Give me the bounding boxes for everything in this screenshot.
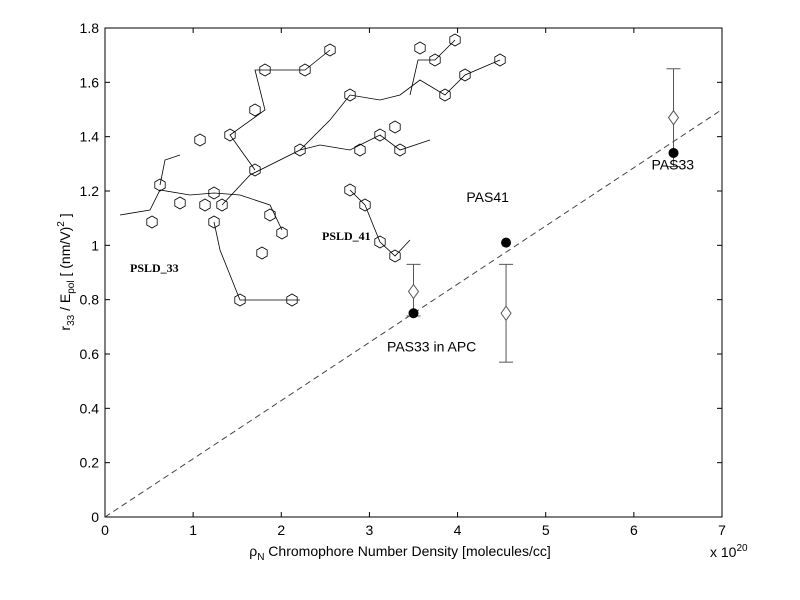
x-tick-label: 1 [189,522,197,538]
benzene-ring [414,41,426,55]
bond-chain [221,59,501,206]
x-axis-multiplier: x 1020 [710,543,748,560]
x-tick-label: 2 [277,522,285,538]
y-tick-label: 1.6 [80,74,100,90]
filled-point [408,308,419,319]
benzene-ring [174,196,186,210]
bond-chain [119,189,283,231]
benzene-ring [199,198,211,212]
benzene-ring [359,198,371,212]
bond-chain [229,49,331,171]
bond-chain [213,221,300,301]
benzene-ring [256,246,268,260]
y-tick-label: 0.8 [80,292,100,308]
bond-chain [349,189,411,257]
y-tick-label: 0.4 [80,400,100,416]
y-tick-label: 1.2 [80,183,100,199]
y-tick-label: 1.4 [80,129,100,145]
benzene-ring [208,215,220,229]
benzene-ring [299,63,311,77]
molecule-label-psld-33: PSLD_33 [130,261,179,275]
benzene-ring [459,68,471,82]
benzene-ring [216,198,228,212]
point-annotation: PAS33 in APC [387,338,476,354]
benzene-ring [249,103,261,117]
y-tick-label: 0.6 [80,346,100,362]
y-tick-label: 0 [91,509,99,525]
benzene-ring [259,63,271,77]
benzene-ring [224,128,236,142]
benzene-ring [154,178,166,192]
x-tick-label: 3 [366,522,374,538]
benzene-ring [389,249,401,263]
benzene-ring [276,226,288,240]
point-annotation: PAS41 [466,189,509,205]
benzene-ring [249,163,261,177]
benzene-ring [324,43,336,57]
x-tick-label: 7 [718,522,726,538]
molecule-label-psld-41: PSLD_41 [322,229,371,243]
bond-chain [299,134,431,151]
y-tick-label: 1.8 [80,20,100,36]
benzene-ring [286,293,298,307]
benzene-ring [146,215,158,229]
x-tick-label: 0 [101,522,109,538]
x-axis-label: ρN Chromophore Number Density [molecules… [249,543,551,563]
bond-chain [159,154,181,186]
benzene-ring [234,293,246,307]
plot-frame [104,27,723,518]
benzene-ring [264,208,276,222]
diamond-point [407,283,420,300]
benzene-ring [394,143,406,157]
chemical-structure-inset [119,33,506,307]
filled-point [668,147,679,158]
x-tick-label: 5 [542,522,550,538]
axis-ticks: 0 1 2 3 4 5 6 7 0 0.2 0.4 0.6 0.8 1 1.2 1.4 1.6 1.8 [80,20,727,538]
benzene-ring [208,186,220,200]
x-tick-label: 4 [454,522,462,538]
benzene-ring [449,33,461,47]
benzene-ring [344,88,356,102]
data-marks: PAS33 in APC PAS41 PAS33 [104,68,723,518]
benzene-ring [294,143,306,157]
bond-chain [409,39,456,96]
benzene-ring [429,53,441,67]
benzene-ring [374,235,386,249]
y-tick-label: 0.2 [80,455,100,471]
point-annotation: PAS33 [651,156,694,172]
y-axis-label: r33 / Epol [ (nm/V)2 ] [56,213,77,330]
x-tick-label: 6 [630,522,638,538]
y-tick-label: 1 [91,237,99,253]
benzene-ring [374,128,386,142]
fit-line [104,109,723,518]
diamond-point [500,305,512,322]
benzene-ring [354,143,366,157]
diamond-point [667,109,680,126]
filled-point [501,237,512,248]
benzene-ring [389,120,401,134]
benzene-ring [194,133,206,147]
benzene-ring [494,53,506,67]
benzene-ring [344,183,356,197]
